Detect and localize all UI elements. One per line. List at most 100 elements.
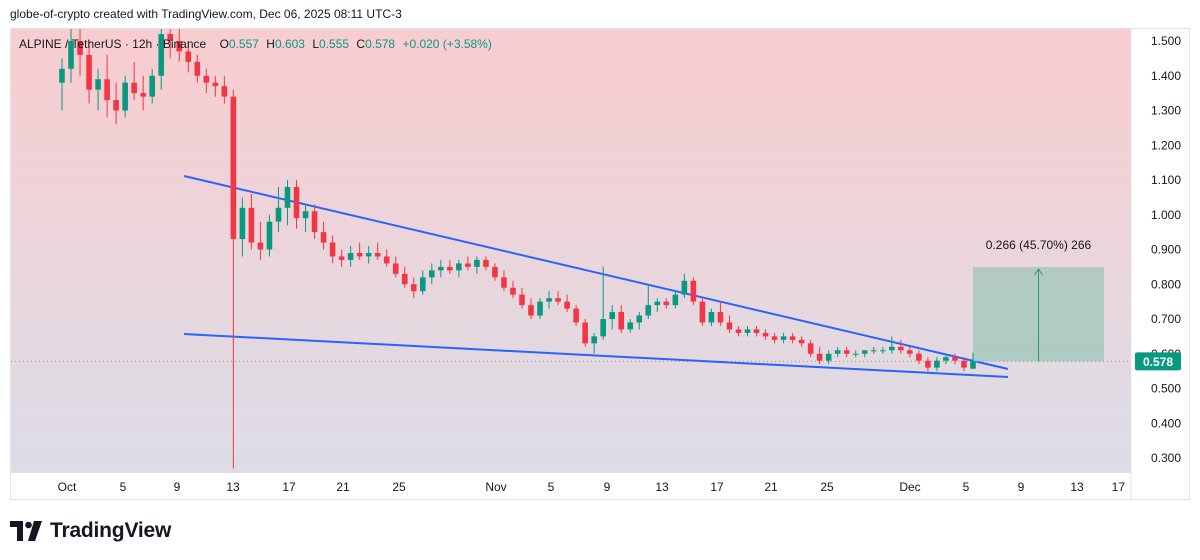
brand-name: TradingView xyxy=(50,519,172,542)
candle xyxy=(807,339,814,358)
candle-body xyxy=(600,319,606,337)
tradingview-logo-icon xyxy=(10,521,42,541)
candle-body xyxy=(708,312,715,323)
candle xyxy=(113,82,119,125)
candle-body xyxy=(501,277,507,288)
x-tick-label: 13 xyxy=(226,480,240,494)
candle-body xyxy=(519,294,525,306)
legend-high-value: 0.603 xyxy=(274,37,305,51)
candle xyxy=(528,298,534,319)
candle-body xyxy=(86,54,92,90)
x-tick-label: Dec xyxy=(899,480,920,494)
candle-body xyxy=(609,312,616,319)
candle xyxy=(95,68,101,111)
x-tick-label: 5 xyxy=(120,480,127,494)
candle xyxy=(401,266,408,288)
candle xyxy=(753,325,760,337)
y-tick-label: 1.400 xyxy=(1151,69,1181,83)
candle xyxy=(492,263,498,281)
candle xyxy=(149,68,155,104)
candle xyxy=(744,325,751,337)
price-chart[interactable]: 0.266 (45.70%) 266 1.500 1.400 1.300 1.200 1… xyxy=(11,29,1190,500)
candle xyxy=(645,284,652,319)
candle-body xyxy=(789,336,796,340)
upper-trendline xyxy=(183,175,1009,370)
chart-panel[interactable]: 0.266 (45.70%) 266 1.500 1.400 1.300 1.200 1… xyxy=(10,28,1190,500)
candle xyxy=(970,352,976,370)
candle-body xyxy=(140,93,146,97)
candle-body xyxy=(537,301,543,316)
candle xyxy=(636,312,643,330)
y-tick-label: 1.200 xyxy=(1151,138,1181,152)
candle-body xyxy=(311,211,318,233)
candle xyxy=(59,58,65,111)
candle xyxy=(356,242,363,260)
lower-trendline xyxy=(183,333,1009,378)
candle-body xyxy=(447,266,453,271)
x-tick-label: Nov xyxy=(485,480,506,494)
candle xyxy=(510,280,516,299)
candle-body xyxy=(898,346,904,351)
x-tick-label: 17 xyxy=(282,480,296,494)
candle xyxy=(221,75,228,104)
candle xyxy=(600,266,606,340)
candle-body xyxy=(780,336,787,340)
candle xyxy=(627,319,634,333)
candle-body xyxy=(681,280,688,295)
candle xyxy=(302,204,309,233)
x-tick-label: 13 xyxy=(1070,480,1084,494)
candle xyxy=(546,291,552,309)
y-tick-label: 0.700 xyxy=(1151,312,1181,326)
candle-body xyxy=(618,312,625,330)
candle-body xyxy=(492,266,498,278)
x-tick-label: Oct xyxy=(58,480,77,494)
candle-body xyxy=(275,207,282,222)
candle-body xyxy=(149,75,155,97)
candle-body xyxy=(77,41,83,55)
candle-body xyxy=(104,79,110,101)
candle-body xyxy=(889,346,895,351)
x-tick-label: 25 xyxy=(392,480,406,494)
price-axis-background xyxy=(1131,29,1189,499)
candle-body xyxy=(861,350,868,354)
candle xyxy=(852,350,859,358)
candle xyxy=(735,325,742,337)
candle xyxy=(429,263,435,285)
candle xyxy=(816,346,823,365)
candle-body xyxy=(320,232,327,243)
candle-body xyxy=(419,277,426,292)
candle-body xyxy=(825,353,832,361)
candle xyxy=(474,256,480,274)
candle xyxy=(266,214,273,257)
candle-body xyxy=(726,322,733,330)
candle xyxy=(77,29,83,76)
candle-body xyxy=(429,270,435,278)
candle xyxy=(555,291,561,306)
candle xyxy=(438,259,444,278)
candle xyxy=(907,346,913,358)
candle xyxy=(320,221,327,250)
legend-open-label: O xyxy=(219,37,229,51)
candle-body xyxy=(798,339,805,344)
x-tick-label: 25 xyxy=(820,480,834,494)
y-tick-label: 1.500 xyxy=(1151,34,1181,48)
candle xyxy=(870,346,877,354)
candle xyxy=(861,350,868,358)
candle-body xyxy=(410,284,417,292)
y-tick-label: 0.400 xyxy=(1151,416,1181,430)
candle xyxy=(203,68,210,94)
candle-body xyxy=(248,207,255,243)
candle xyxy=(699,298,706,326)
target-label: 0.266 (45.70%) 266 xyxy=(986,238,1092,252)
candle xyxy=(708,308,715,326)
candle xyxy=(383,249,390,267)
candle xyxy=(573,305,579,326)
candle-body xyxy=(284,186,291,208)
candle-body xyxy=(880,350,886,352)
candle xyxy=(564,294,570,313)
candle-body xyxy=(925,360,931,368)
last-price-tag xyxy=(1135,352,1181,371)
candle-body xyxy=(582,322,588,344)
x-tick-label: 17 xyxy=(710,480,724,494)
candle-body xyxy=(456,263,462,271)
